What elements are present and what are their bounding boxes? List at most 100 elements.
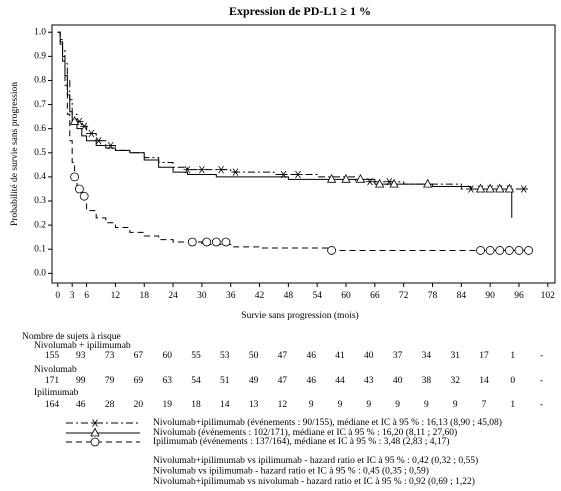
survival-curve [57,31,513,218]
circle [70,172,79,182]
risk-count: 14 [479,376,489,386]
x-tick-label: 96 [514,291,524,301]
risk-count: 69 [134,376,144,386]
x-tick-label: 3 [70,291,75,301]
censor-mark [389,178,399,188]
star-stroke [218,165,224,174]
y-tick-label: 0.0 [34,269,46,279]
censor-mark [475,183,486,193]
x-tick-label: 6 [84,291,89,301]
star-stroke [232,168,239,176]
x-tick-label: 0 [55,291,60,301]
risk-count: 32 [450,376,460,386]
censor-mark [355,173,366,183]
y-tick-label: 0.4 [34,172,46,182]
star-stroke [295,170,301,179]
censor-mark [293,170,302,179]
risk-count: 31 [450,351,460,361]
triangle [475,183,486,193]
censor-mark [90,427,100,437]
censor-mark [74,184,84,194]
risk-count: 7 [482,400,487,410]
risk-count: 18 [191,400,201,410]
x-axis-label: Survie sans progression (mois) [241,310,358,321]
risk-count: 9 [309,400,314,410]
risk-count: 9 [366,400,371,410]
risk-count: 53 [220,351,230,361]
circle [327,246,337,255]
circle [524,246,533,255]
censor-mark [504,183,515,193]
risk-count: 67 [134,351,144,361]
censor-mark [221,237,231,247]
censor-mark [495,246,505,255]
y-tick-label: 0.2 [34,220,46,230]
y-axis-label: Probabilité de survie sans progression [10,82,20,226]
risk-count: 43 [364,376,374,386]
risk-count: 46 [306,351,316,361]
x-tick-label: 72 [399,291,409,301]
risk-group-label: Nivolumab + ipilimumab [34,341,131,351]
risk-count: 49 [249,376,259,386]
x-tick-label: 18 [139,291,149,301]
risk-count: 1 [510,400,515,410]
triangle [495,183,505,193]
circle [211,237,221,247]
y-tick-label: 0.6 [34,124,46,134]
survival-curve [57,31,529,251]
x-tick-label: 12 [111,291,121,301]
risk-count: 38 [422,376,432,386]
annotation: Nivolumab vs ipilimumab - hazard ratio e… [153,466,429,477]
censor-mark [70,172,79,182]
y-tick-label: 0.8 [34,76,46,86]
risk-count: 54 [191,376,201,386]
risk-table-title: Nombre de sujets à risque [22,332,121,342]
risk-group-label: Ipilimumab [34,388,79,398]
star-stroke [199,165,205,174]
triangle [423,178,433,188]
risk-count: - [540,376,543,386]
risk-count: 79 [105,376,115,386]
censor-mark [485,246,495,255]
chart-title: Expression de PD-L1 ≥ 1 % [229,4,371,18]
x-tick-label: 66 [370,291,380,301]
y-tick-label: 1.0 [34,27,46,37]
risk-count: 9 [453,400,458,410]
risk-count: 55 [191,351,201,361]
y-tick-label: 0.5 [34,148,46,158]
risk-count: 164 [45,400,60,410]
risk-count: 34 [422,351,432,361]
censor-mark [504,246,514,255]
triangle [69,116,80,125]
annotation: Nivolumab+ipilimumab vs nivolumab - haza… [153,476,475,487]
censor-mark [211,237,221,247]
censor-mark [341,173,351,183]
risk-count: 93 [76,351,86,361]
risk-count: 51 [220,376,230,386]
triangle [326,173,337,183]
circle [485,246,495,255]
legend-label: Nivolumab+ipilimumab (événements : 90/15… [153,417,502,428]
triangle [504,183,515,193]
y-tick-label: 0.7 [34,100,46,110]
x-tick-label: 24 [168,291,178,301]
circle [495,246,505,255]
star-stroke [92,419,98,427]
triangle [355,173,366,183]
legend-label: Nivolumab (événements : 102/171), médian… [153,427,457,438]
censor-mark [79,191,89,201]
censor-mark [495,183,505,193]
circle [74,184,84,194]
risk-count: 155 [45,351,60,361]
censor-mark [197,165,206,174]
censor-mark [217,165,226,174]
plot-frame [51,24,556,284]
star-stroke [88,129,95,138]
circle [221,237,231,247]
risk-count: - [540,351,543,361]
circle [514,246,524,255]
risk-count: 40 [364,351,374,361]
y-tick-label: 0.1 [34,244,46,254]
censor-mark [374,178,385,188]
